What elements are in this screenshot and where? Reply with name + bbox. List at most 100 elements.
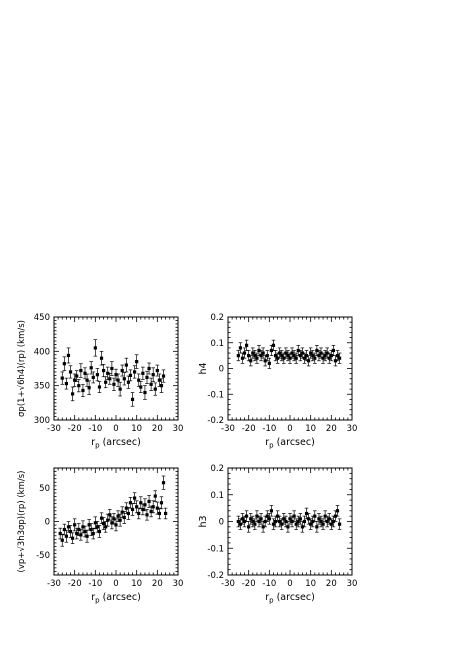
x-tick-label: -20 — [68, 424, 82, 434]
data-point — [101, 364, 106, 378]
data-point — [60, 371, 65, 385]
marker — [106, 371, 110, 375]
data-point — [277, 347, 282, 359]
marker — [255, 514, 259, 518]
data-point — [251, 347, 255, 359]
marker — [116, 378, 120, 382]
data-point — [329, 518, 334, 530]
data-point — [159, 496, 164, 510]
data-point — [87, 380, 91, 395]
data-point — [315, 521, 319, 533]
data-point — [321, 518, 325, 530]
marker — [91, 531, 95, 536]
marker — [104, 525, 108, 529]
data-point — [337, 518, 342, 530]
marker — [133, 496, 137, 500]
marker — [325, 519, 329, 524]
marker — [66, 525, 71, 529]
data-point — [122, 372, 127, 386]
y-tick-label: 450 — [34, 313, 50, 323]
data-point — [255, 352, 259, 364]
marker — [137, 378, 141, 382]
marker — [236, 519, 240, 524]
data-point — [277, 515, 282, 528]
marker — [102, 368, 106, 373]
marker — [300, 351, 304, 355]
marker — [135, 360, 139, 364]
x-tick-label: 10 — [305, 579, 316, 589]
marker — [255, 356, 259, 360]
marker — [83, 529, 87, 534]
marker — [261, 525, 265, 529]
marker — [304, 511, 309, 516]
marker — [141, 371, 145, 375]
marker — [99, 516, 104, 520]
x-tick-label: 0 — [113, 424, 118, 434]
data-point — [288, 513, 292, 525]
data-point — [134, 500, 139, 514]
data-point — [306, 355, 311, 367]
marker — [329, 522, 333, 526]
data-point — [134, 354, 139, 369]
marker — [79, 368, 83, 373]
marker — [124, 506, 128, 510]
x-tick-label: -30 — [221, 579, 235, 589]
marker — [135, 505, 139, 509]
data-point — [290, 347, 294, 359]
y-tick-label: 0.2 — [210, 313, 224, 323]
marker — [294, 356, 298, 360]
marker — [321, 522, 325, 526]
marker — [288, 517, 292, 521]
x-tick-label: -20 — [68, 579, 82, 589]
data-point — [244, 339, 249, 351]
marker — [145, 375, 149, 380]
marker — [114, 523, 118, 527]
data-point — [120, 506, 124, 518]
data-point — [128, 497, 133, 509]
marker — [247, 525, 251, 529]
data-point — [157, 507, 162, 520]
data-point — [83, 367, 87, 380]
data-point — [335, 505, 340, 517]
data-point — [333, 510, 338, 522]
marker — [147, 499, 151, 504]
data-point — [151, 367, 155, 382]
marker — [118, 518, 122, 522]
data-point — [62, 523, 67, 536]
data-point — [240, 513, 245, 525]
marker — [331, 519, 335, 524]
x-axis-label: rp (arcsec) — [265, 437, 315, 450]
data-point — [259, 513, 263, 525]
data-point — [321, 352, 325, 364]
marker — [267, 517, 271, 521]
marker — [245, 343, 249, 347]
marker — [157, 511, 161, 516]
data-point — [79, 529, 83, 541]
marker — [338, 522, 342, 526]
marker — [151, 373, 155, 377]
marker — [238, 346, 242, 350]
marker — [245, 514, 249, 518]
data-point — [110, 516, 114, 530]
data-point — [126, 507, 131, 520]
data-point — [267, 357, 272, 369]
data-point — [286, 350, 290, 362]
x-tick-label: 30 — [347, 424, 358, 434]
x-tick-label: -10 — [262, 579, 276, 589]
marker — [280, 522, 284, 526]
marker — [141, 507, 145, 512]
data-point — [93, 516, 98, 530]
data-point — [58, 527, 62, 540]
data-point — [124, 502, 129, 514]
x-tick-label: 30 — [173, 424, 184, 434]
data-point — [64, 377, 69, 390]
marker — [155, 368, 159, 373]
marker — [323, 354, 327, 358]
marker — [253, 522, 257, 526]
marker — [265, 354, 269, 358]
x-tick-label: -20 — [242, 579, 256, 589]
y-tick-label: 0.1 — [210, 491, 224, 501]
data-point — [308, 347, 313, 359]
x-axis-label: rp (arcsec) — [265, 592, 315, 605]
marker — [155, 506, 159, 510]
